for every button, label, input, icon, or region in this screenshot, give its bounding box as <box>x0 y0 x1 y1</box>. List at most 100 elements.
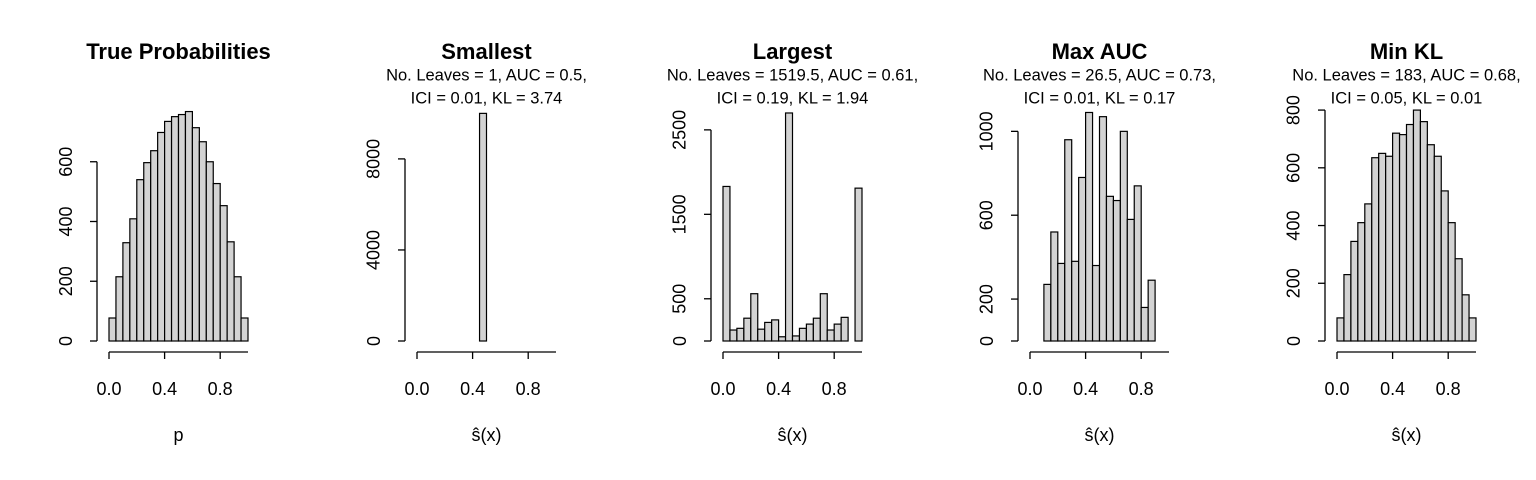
bar <box>233 276 242 342</box>
panel-title: Smallest <box>441 39 532 64</box>
bar <box>1350 240 1359 342</box>
y-tick-label: 4000 <box>364 230 384 270</box>
bar <box>1343 274 1352 342</box>
bar <box>1043 283 1052 342</box>
x-tick-label: 0.0 <box>1324 379 1349 399</box>
x-axis-label: ŝ(x) <box>778 425 808 445</box>
bar <box>819 293 828 342</box>
bar <box>854 187 863 342</box>
x-axis-label: p <box>173 425 183 445</box>
bar <box>1126 218 1135 342</box>
bar <box>164 120 173 342</box>
bar <box>1147 279 1156 342</box>
x-tick-label: 0.0 <box>710 379 735 399</box>
bar <box>122 242 131 342</box>
y-tick-label: 400 <box>56 206 76 236</box>
bar <box>1133 185 1142 342</box>
panel-subtitle: No. Leaves = 183, AUC = 0.68, <box>1292 66 1520 84</box>
bar <box>170 116 180 342</box>
bar <box>736 327 745 342</box>
y-tick-label: 400 <box>1284 211 1304 241</box>
bar <box>1050 231 1059 342</box>
y-tick-label: 200 <box>56 266 76 296</box>
bar <box>1336 317 1345 342</box>
x-axis-label: ŝ(x) <box>1085 425 1115 445</box>
panel-subtitle: ICI = 0.19, KL = 1.94 <box>717 89 869 107</box>
bar <box>1468 317 1477 342</box>
bar <box>1140 306 1149 342</box>
x-tick-label: 0.0 <box>1017 379 1042 399</box>
x-tick-label: 0.0 <box>404 379 429 399</box>
panel-title: Max AUC <box>1052 39 1148 64</box>
panel-title: Min KL <box>1370 39 1443 64</box>
y-tick-label: 800 <box>1284 95 1304 125</box>
bar <box>1385 155 1394 342</box>
x-tick-label: 0.4 <box>460 379 485 399</box>
bar <box>826 329 835 342</box>
bar <box>798 327 808 342</box>
panel-subtitle: No. Leaves = 26.5, AUC = 0.73, <box>983 66 1216 84</box>
bar <box>1398 134 1408 342</box>
bar <box>1105 195 1114 342</box>
bar <box>1378 152 1387 342</box>
bar <box>1433 155 1442 342</box>
y-tick-label: 2500 <box>670 110 690 150</box>
bar <box>784 112 794 342</box>
y-tick-label: 600 <box>56 147 76 177</box>
bar <box>805 323 814 342</box>
bar <box>1091 264 1101 342</box>
x-tick-label: 0.4 <box>766 379 791 399</box>
bar <box>1412 109 1421 342</box>
bar <box>1391 132 1401 342</box>
x-axis-label: ŝ(x) <box>472 425 502 445</box>
bar <box>212 182 221 342</box>
bar <box>1405 123 1415 342</box>
y-tick-label: 0 <box>670 336 690 346</box>
x-tick-label: 0.8 <box>516 379 541 399</box>
x-tick-label: 0.8 <box>208 379 233 399</box>
bar <box>478 112 488 342</box>
bar <box>757 328 766 342</box>
x-tick-label: 0.4 <box>1073 379 1098 399</box>
bar <box>1454 258 1463 342</box>
bar <box>115 276 124 342</box>
x-tick-label: 0.4 <box>152 379 177 399</box>
panel-title: Largest <box>753 39 833 64</box>
bar <box>1084 111 1094 342</box>
bar <box>750 293 759 342</box>
bar <box>1357 222 1366 342</box>
panel-subtitle: ICI = 0.01, KL = 0.17 <box>1024 89 1176 107</box>
bar <box>1057 262 1066 342</box>
bar <box>840 316 849 342</box>
bar <box>240 317 249 342</box>
bar <box>1071 260 1080 342</box>
bar <box>1078 176 1087 342</box>
y-tick-label: 1500 <box>670 194 690 234</box>
bar <box>136 179 145 342</box>
bar <box>184 110 193 342</box>
y-tick-label: 600 <box>977 200 997 230</box>
bar <box>777 336 787 342</box>
bar <box>1098 116 1108 342</box>
bar <box>198 141 207 342</box>
bar <box>150 150 159 342</box>
panel-subtitle: No. Leaves = 1, AUC = 0.5, <box>386 66 587 84</box>
bar <box>1447 222 1456 342</box>
y-tick-label: 200 <box>1284 268 1304 298</box>
bar <box>743 317 752 342</box>
bar <box>205 161 214 342</box>
x-tick-label: 0.4 <box>1380 379 1405 399</box>
bar <box>791 335 801 342</box>
y-tick-label: 0 <box>364 336 384 346</box>
bar <box>1064 139 1073 342</box>
y-tick-label: 0 <box>56 336 76 346</box>
bar <box>722 185 731 342</box>
y-tick-label: 500 <box>670 284 690 314</box>
x-tick-label: 0.8 <box>1436 379 1461 399</box>
bar <box>1112 199 1121 342</box>
bar <box>729 329 738 342</box>
bar <box>191 127 200 342</box>
bar <box>129 218 138 342</box>
y-tick-label: 0 <box>1284 336 1304 346</box>
